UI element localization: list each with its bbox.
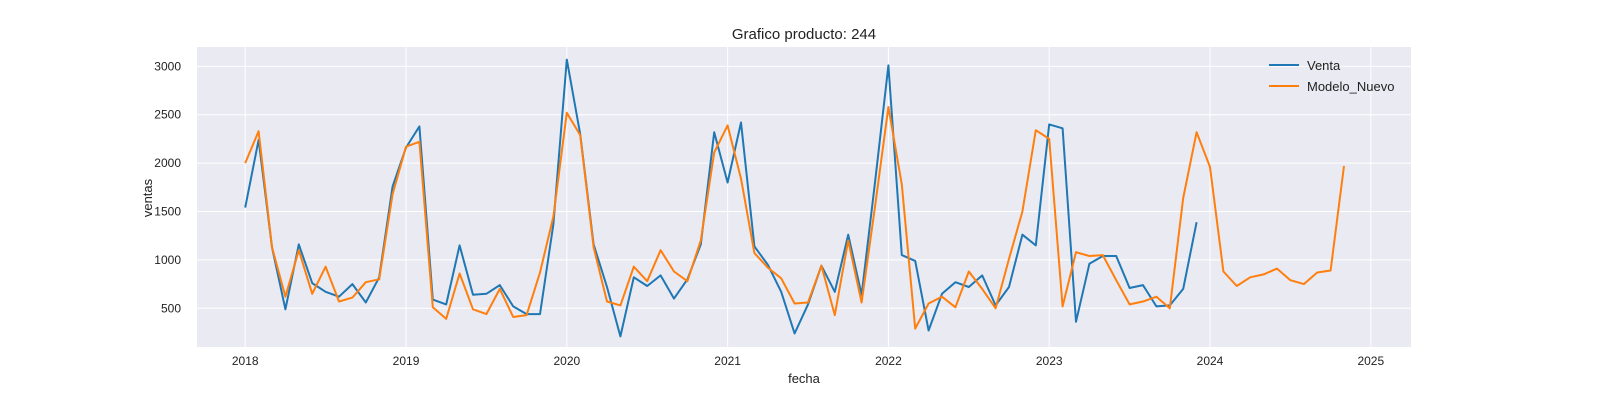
legend-label-venta: Venta (1307, 58, 1341, 73)
x-tick-label: 2024 (1197, 354, 1224, 368)
x-tick-label: 2022 (875, 354, 902, 368)
x-tick-label: 2023 (1036, 354, 1063, 368)
y-tick-label: 2500 (154, 108, 181, 122)
x-tick-label: 2025 (1357, 354, 1384, 368)
x-axis-label: fecha (788, 371, 821, 386)
y-tick-label: 500 (161, 301, 181, 315)
y-axis-label: ventas (140, 178, 155, 217)
y-tick-label: 2000 (154, 156, 181, 170)
x-tick-label: 2020 (553, 354, 580, 368)
y-tick-label: 1500 (154, 205, 181, 219)
chart-title: Grafico producto: 244 (732, 26, 876, 43)
x-tick-label: 2021 (714, 354, 741, 368)
series-line-modelo-nuevo (244, 106, 1345, 330)
legend: Venta Modelo_Nuevo (1269, 58, 1394, 94)
y-tick-label: 3000 (154, 59, 181, 73)
x-tick-label: 2018 (232, 354, 259, 368)
x-tick-label: 2019 (393, 354, 420, 368)
plot-area (197, 47, 1411, 347)
y-tick-label: 1000 (154, 253, 181, 267)
legend-label-modelo-nuevo: Modelo_Nuevo (1307, 79, 1394, 94)
